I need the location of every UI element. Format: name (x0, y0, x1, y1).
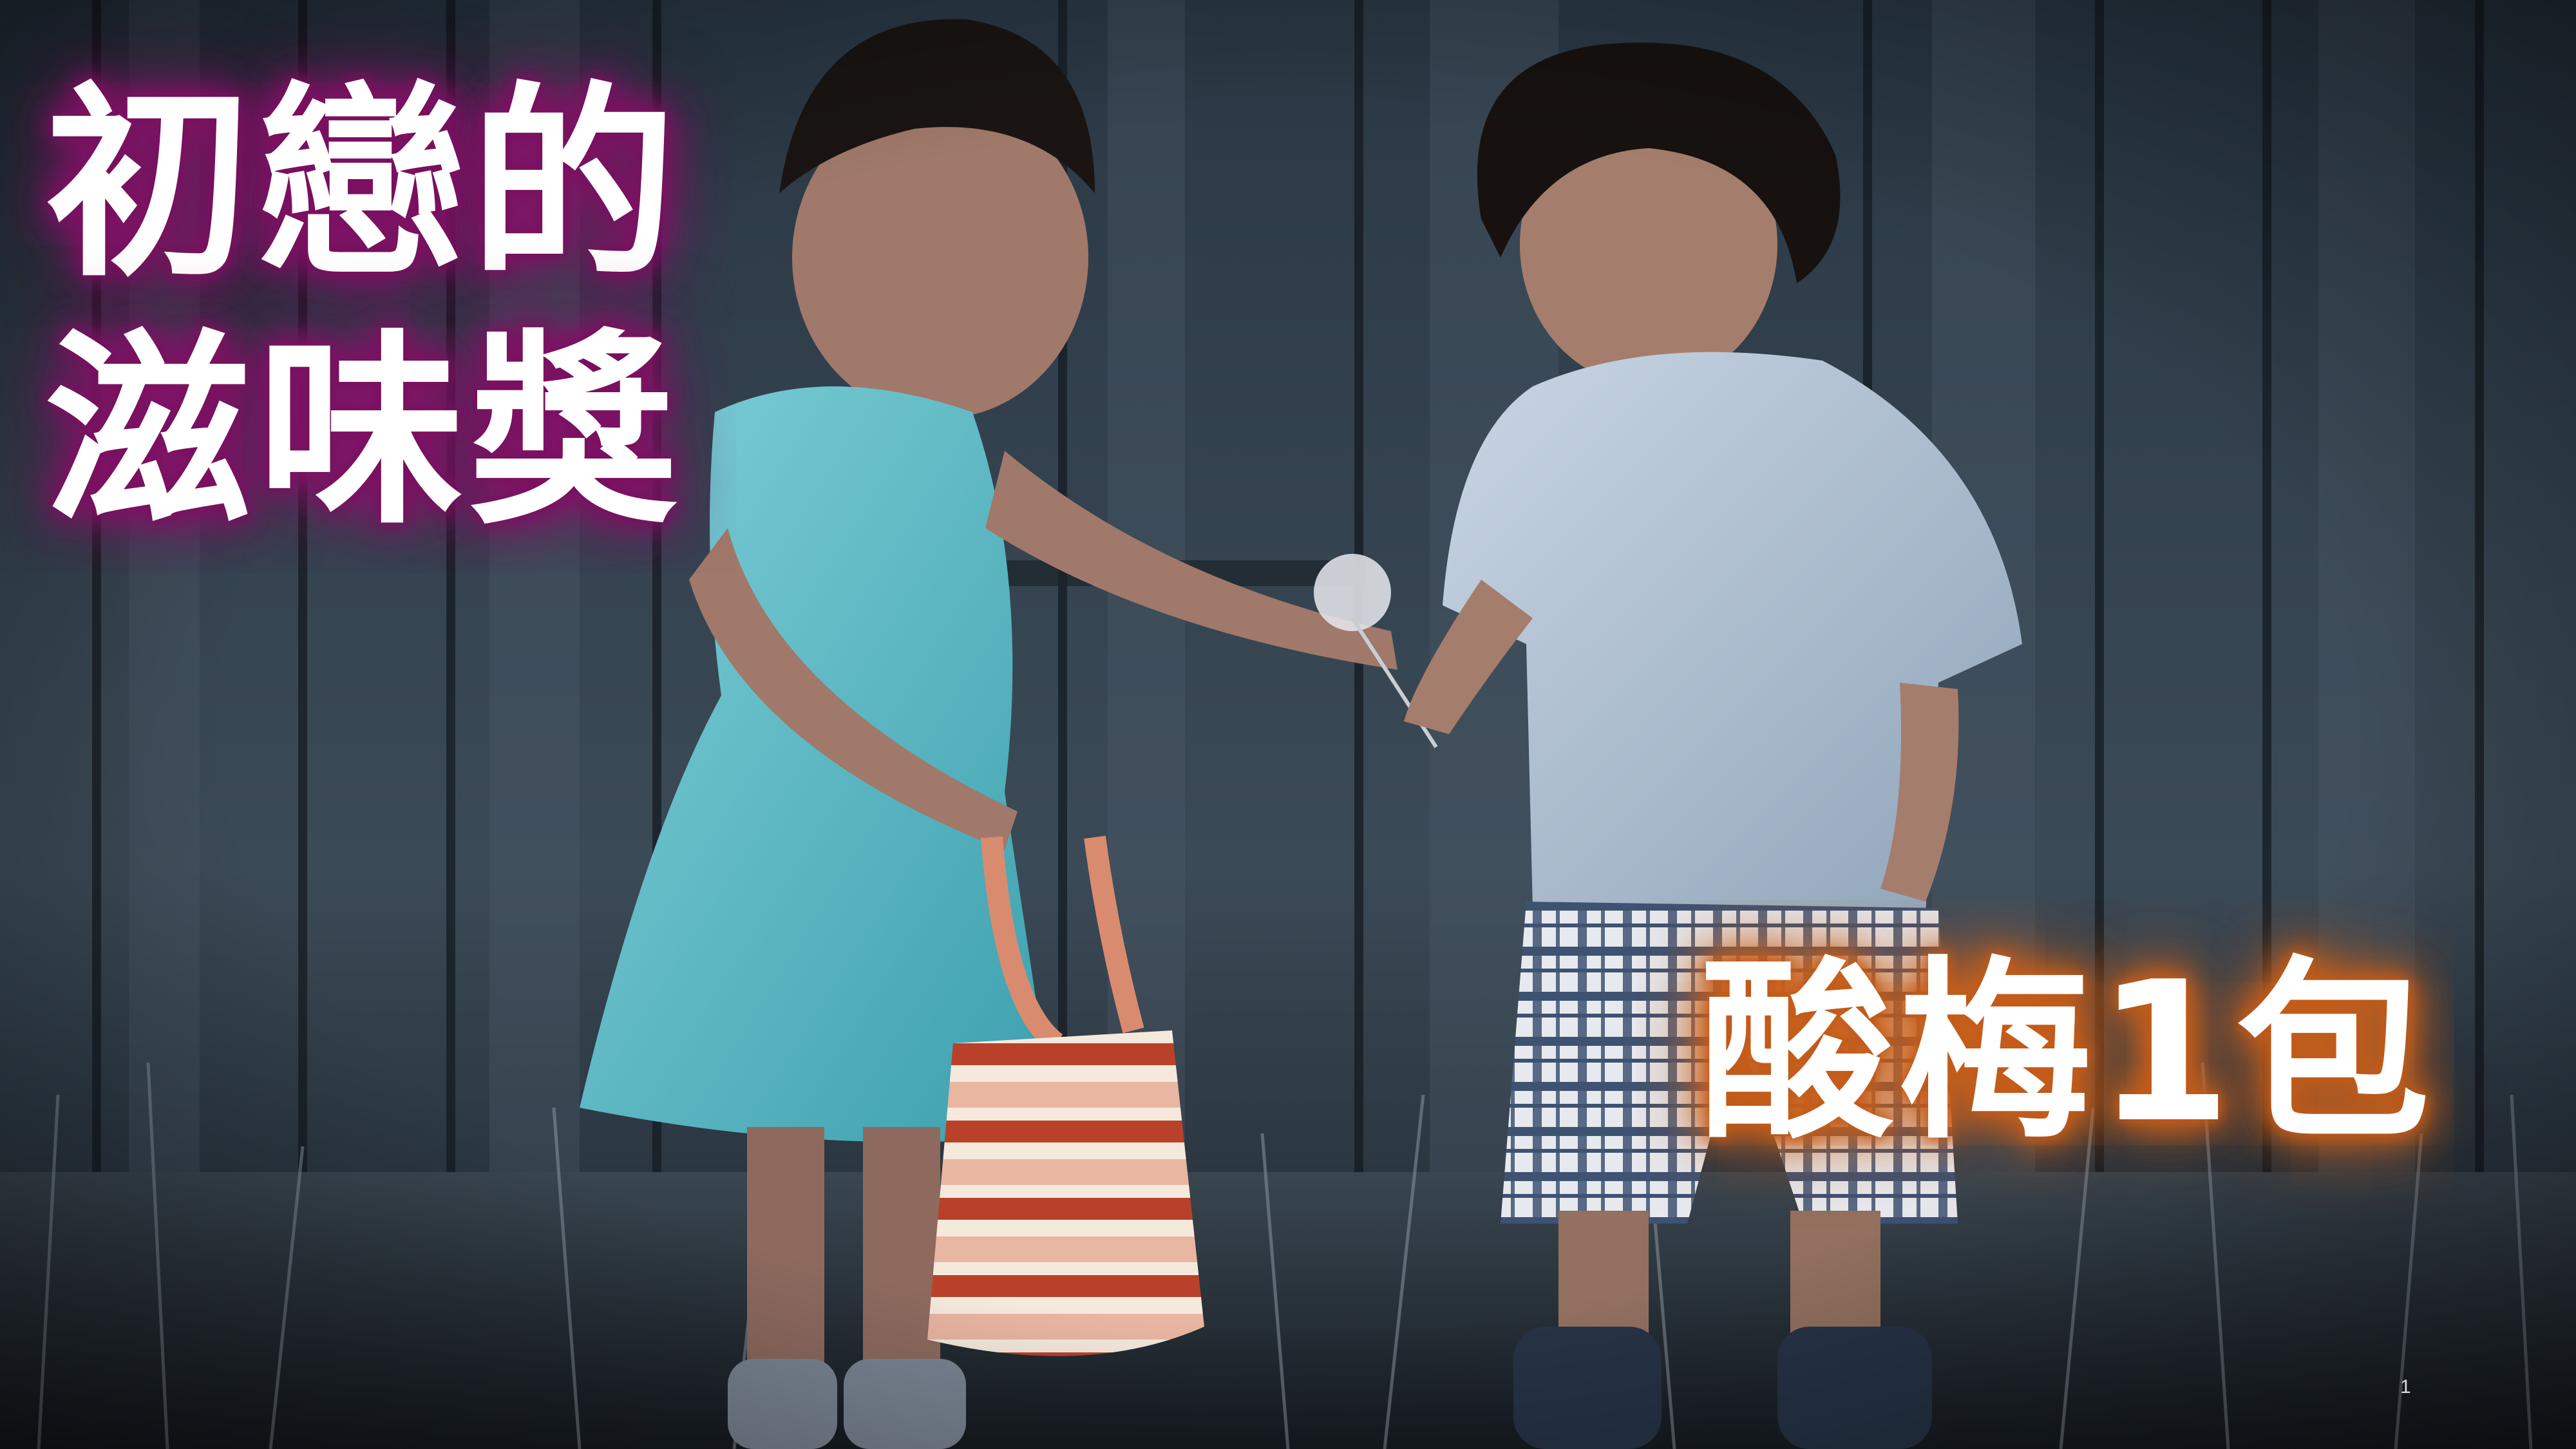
award-title-line1: 初戀的 (45, 65, 683, 305)
award-title-line2: 滋味獎 (45, 312, 683, 552)
page-number: 1 (2400, 1376, 2411, 1397)
prize-label: 酸梅1包 (1700, 940, 2435, 1165)
award-title: 初戀的 滋味獎 (45, 61, 683, 556)
